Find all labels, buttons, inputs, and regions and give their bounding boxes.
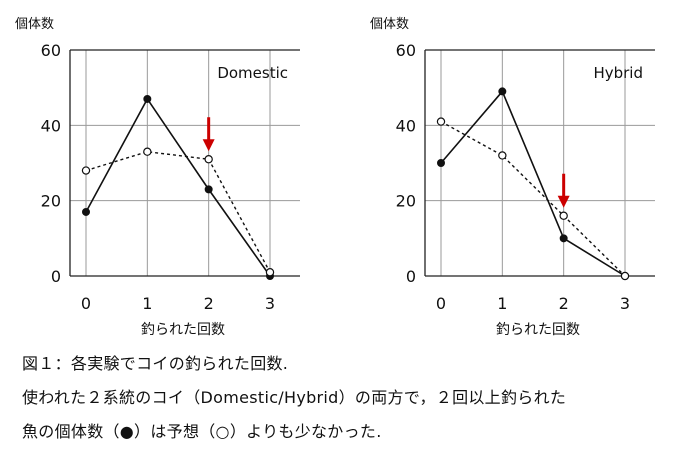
observed-point (559, 234, 568, 243)
expected-point (204, 155, 213, 164)
observed-series-line (440, 89, 626, 277)
observed-point (437, 159, 446, 168)
annotation-arrow-head (202, 139, 215, 152)
caption-line-1: 図１：各実験でコイの釣られた回数. (22, 354, 289, 373)
x-axis-label: 釣られた回数 (496, 322, 580, 338)
expected-point (620, 271, 630, 281)
expected-point (81, 166, 91, 175)
x-tick-label: 1 (497, 294, 507, 313)
y-tick-label: 20 (396, 192, 416, 211)
expected-point (143, 147, 152, 156)
y-tick-label: 40 (396, 116, 416, 135)
panel-title: Hybrid (593, 64, 643, 82)
y-tick-label: 20 (41, 192, 61, 211)
observed-point (498, 87, 507, 96)
y-axis-label: 個体数 (15, 17, 54, 32)
x-tick-label: 1 (142, 294, 152, 313)
panel-title: Domestic (217, 64, 288, 82)
expected-point (436, 117, 446, 126)
y-tick-label: 0 (406, 267, 416, 286)
x-tick-label: 3 (265, 294, 275, 313)
observed-point (143, 94, 152, 103)
x-axis-label: 釣られた回数 (141, 322, 225, 338)
y-tick-label: 0 (51, 267, 61, 286)
caption-line-2: 使われた２系統のコイ（Domestic/Hybrid）の両方で，２回以上釣られた (22, 388, 567, 407)
x-tick-label: 0 (436, 294, 446, 313)
expected-point (559, 211, 568, 220)
x-tick-label: 3 (620, 294, 630, 313)
y-tick-label: 60 (396, 41, 416, 60)
x-tick-label: 2 (559, 294, 569, 313)
y-tick-label: 60 (41, 41, 61, 60)
observed-point (204, 185, 213, 194)
y-tick-label: 40 (41, 116, 61, 135)
x-tick-label: 0 (81, 294, 91, 313)
y-axis-label: 個体数 (370, 17, 409, 32)
expected-point (498, 151, 507, 160)
x-tick-label: 2 (204, 294, 214, 313)
observed-series-line (85, 97, 271, 277)
observed-point (81, 207, 90, 216)
expected-series-line (440, 120, 626, 277)
annotation-arrow-head (557, 195, 570, 208)
expected-point (265, 268, 275, 277)
expected-series-line (85, 150, 271, 273)
caption-line-3: 魚の個体数（●）は予想（○）よりも少なかった. (22, 422, 382, 441)
